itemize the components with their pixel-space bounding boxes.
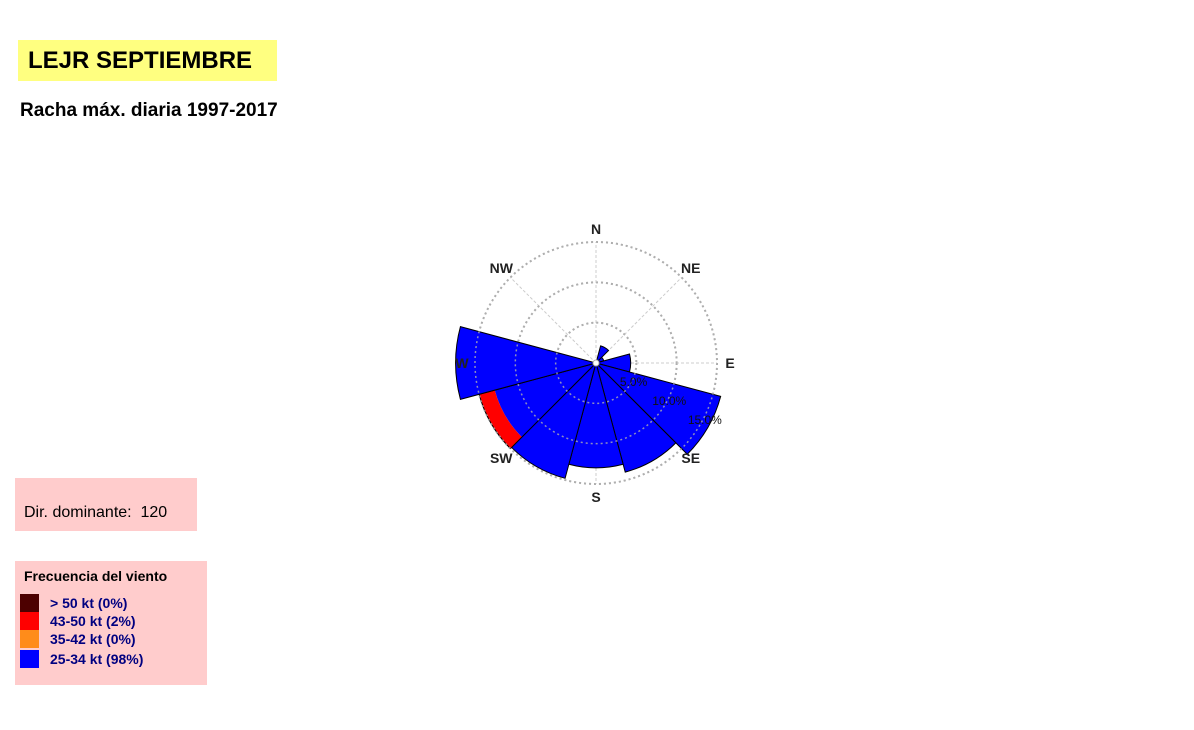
- grid-ring-overlay: [474, 241, 718, 485]
- dominant-direction: Dir. dominante: 120: [15, 478, 197, 531]
- legend-label: 25-34 kt (98%): [50, 651, 144, 667]
- legend-item: > 50 kt (0%): [20, 594, 127, 612]
- direction-label: NW: [490, 260, 514, 276]
- rose-sector-outline: [594, 362, 722, 455]
- rose-sector-segment: [455, 326, 596, 400]
- legend-swatch: [20, 650, 39, 668]
- ring-label: 5.0%: [620, 375, 648, 389]
- rose-sector-outline: [455, 326, 598, 400]
- legend-swatch: [20, 594, 39, 612]
- legend-swatch: [20, 630, 39, 648]
- legend-label: > 50 kt (0%): [50, 595, 128, 611]
- rose-sector-segment: [596, 363, 721, 455]
- rose-sector-segment: [511, 363, 596, 479]
- direction-label: W: [455, 355, 469, 371]
- legend-title: Frecuencia del viento: [24, 568, 168, 584]
- rose-sector-segment: [596, 345, 609, 363]
- rose-sector-segment: [596, 354, 631, 372]
- legend-item: 25-34 kt (98%): [20, 650, 143, 668]
- rose-sector-outline: [595, 361, 677, 473]
- direction-label: E: [725, 355, 734, 371]
- direction-label: NE: [681, 260, 700, 276]
- rose-sector-segment: [568, 363, 624, 468]
- legend-label: 35-42 kt (0%): [50, 631, 136, 647]
- rose-center: [592, 359, 600, 367]
- rose-sector-segment: [494, 363, 596, 438]
- ring-labels: 5.0% 10.0%15.0%: [620, 375, 722, 427]
- grid-ring-overlay: [554, 321, 638, 405]
- direction-label: S: [591, 489, 600, 505]
- legend-swatch: [20, 612, 39, 630]
- direction-label: N: [591, 221, 601, 237]
- chart-subtitle: Racha máx. diaria 1997-2017: [20, 100, 278, 121]
- rose-sector-segment: [479, 390, 522, 449]
- grid-ring-overlay: [514, 281, 678, 445]
- grid-spoke: [510, 277, 597, 364]
- legend-label: 43-50 kt (2%): [50, 613, 136, 629]
- legend-item: 35-42 kt (0%): [20, 630, 136, 648]
- legend-item: 43-50 kt (2%): [20, 612, 136, 630]
- chart-title: LEJR SEPTIEMBRE: [18, 40, 277, 81]
- direction-label: SE: [681, 450, 700, 466]
- direction-labels: N NE E SE S SW W NW: [455, 221, 734, 505]
- legend: Frecuencia del viento > 50 kt (0%) 43-50…: [15, 561, 207, 685]
- rose-sector-outline: [595, 345, 610, 365]
- rose-sector-segment: [596, 363, 676, 473]
- ring-label: 10.0%: [652, 394, 686, 408]
- grid-spoke: [595, 277, 682, 364]
- rose-sectors: [455, 241, 722, 485]
- ring-label: 15.0%: [688, 413, 722, 427]
- direction-label: SW: [490, 450, 513, 466]
